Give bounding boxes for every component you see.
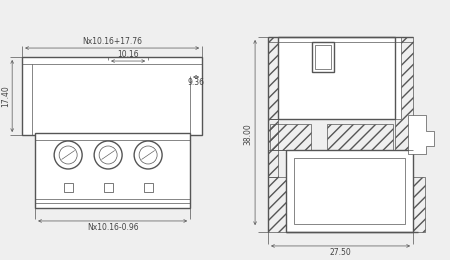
Text: 10.16: 10.16 bbox=[117, 50, 139, 59]
Text: 38.00: 38.00 bbox=[243, 124, 252, 145]
Circle shape bbox=[94, 141, 122, 169]
Text: Nx10.16-0.96: Nx10.16-0.96 bbox=[87, 223, 139, 232]
Bar bbox=[294, 158, 405, 224]
Bar bbox=[315, 45, 331, 69]
Bar bbox=[278, 37, 401, 119]
Text: 9.36: 9.36 bbox=[188, 78, 205, 87]
Bar bbox=[286, 150, 413, 232]
Circle shape bbox=[54, 141, 82, 169]
Bar bbox=[35, 133, 190, 208]
Bar bbox=[144, 184, 153, 192]
Bar bbox=[312, 42, 334, 72]
Circle shape bbox=[134, 141, 162, 169]
Bar bbox=[22, 57, 202, 135]
Text: Nx10.16+17.76: Nx10.16+17.76 bbox=[82, 37, 142, 46]
Bar bbox=[63, 184, 72, 192]
Bar bbox=[278, 37, 395, 119]
Text: 17.40: 17.40 bbox=[1, 85, 10, 107]
Bar bbox=[104, 184, 112, 192]
Polygon shape bbox=[408, 115, 434, 154]
Text: 27.50: 27.50 bbox=[330, 248, 351, 257]
